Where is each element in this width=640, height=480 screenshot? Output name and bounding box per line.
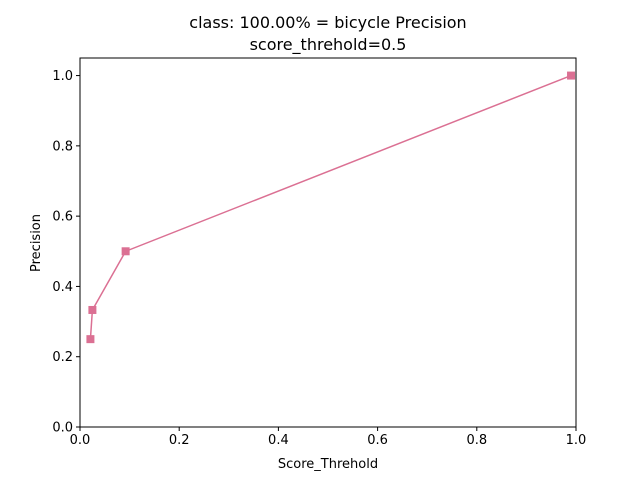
y-tick-label: 1.0: [52, 69, 73, 84]
x-axis-label: Score_Threhold: [278, 457, 378, 472]
x-tick-label: 0.2: [169, 433, 190, 448]
y-tick-label: 0.8: [52, 139, 73, 154]
series-line: [89, 74, 572, 340]
x-tick-label: 0.4: [268, 433, 289, 448]
x-tick-label: 0.0: [70, 433, 91, 448]
x-tick-label: 0.6: [367, 433, 388, 448]
plot-area: 0.0 0.2 0.4 0.6 0.8 1.0 0.0 0.2 0.4 0.6 0.8 1.0: [52, 57, 587, 448]
x-tick-label: 0.8: [466, 433, 487, 448]
chart-title-line2: score_threhold=0.5: [250, 35, 407, 55]
chart-title-line1: class: 100.00% = bicycle Precision: [189, 13, 466, 32]
y-axis-label: Precision: [29, 214, 44, 272]
data-point-marker: [567, 71, 576, 80]
y-tick-label: 0.0: [52, 421, 73, 436]
y-tick-label: 0.6: [52, 210, 73, 225]
x-tick-label: 1.0: [566, 433, 587, 448]
axes-frame: [79, 57, 577, 428]
y-tick-label: 0.2: [52, 350, 73, 365]
data-point-marker: [86, 335, 95, 344]
data-point-marker: [88, 305, 97, 314]
y-tick-label: 0.4: [52, 280, 73, 295]
data-point-marker: [121, 247, 130, 256]
